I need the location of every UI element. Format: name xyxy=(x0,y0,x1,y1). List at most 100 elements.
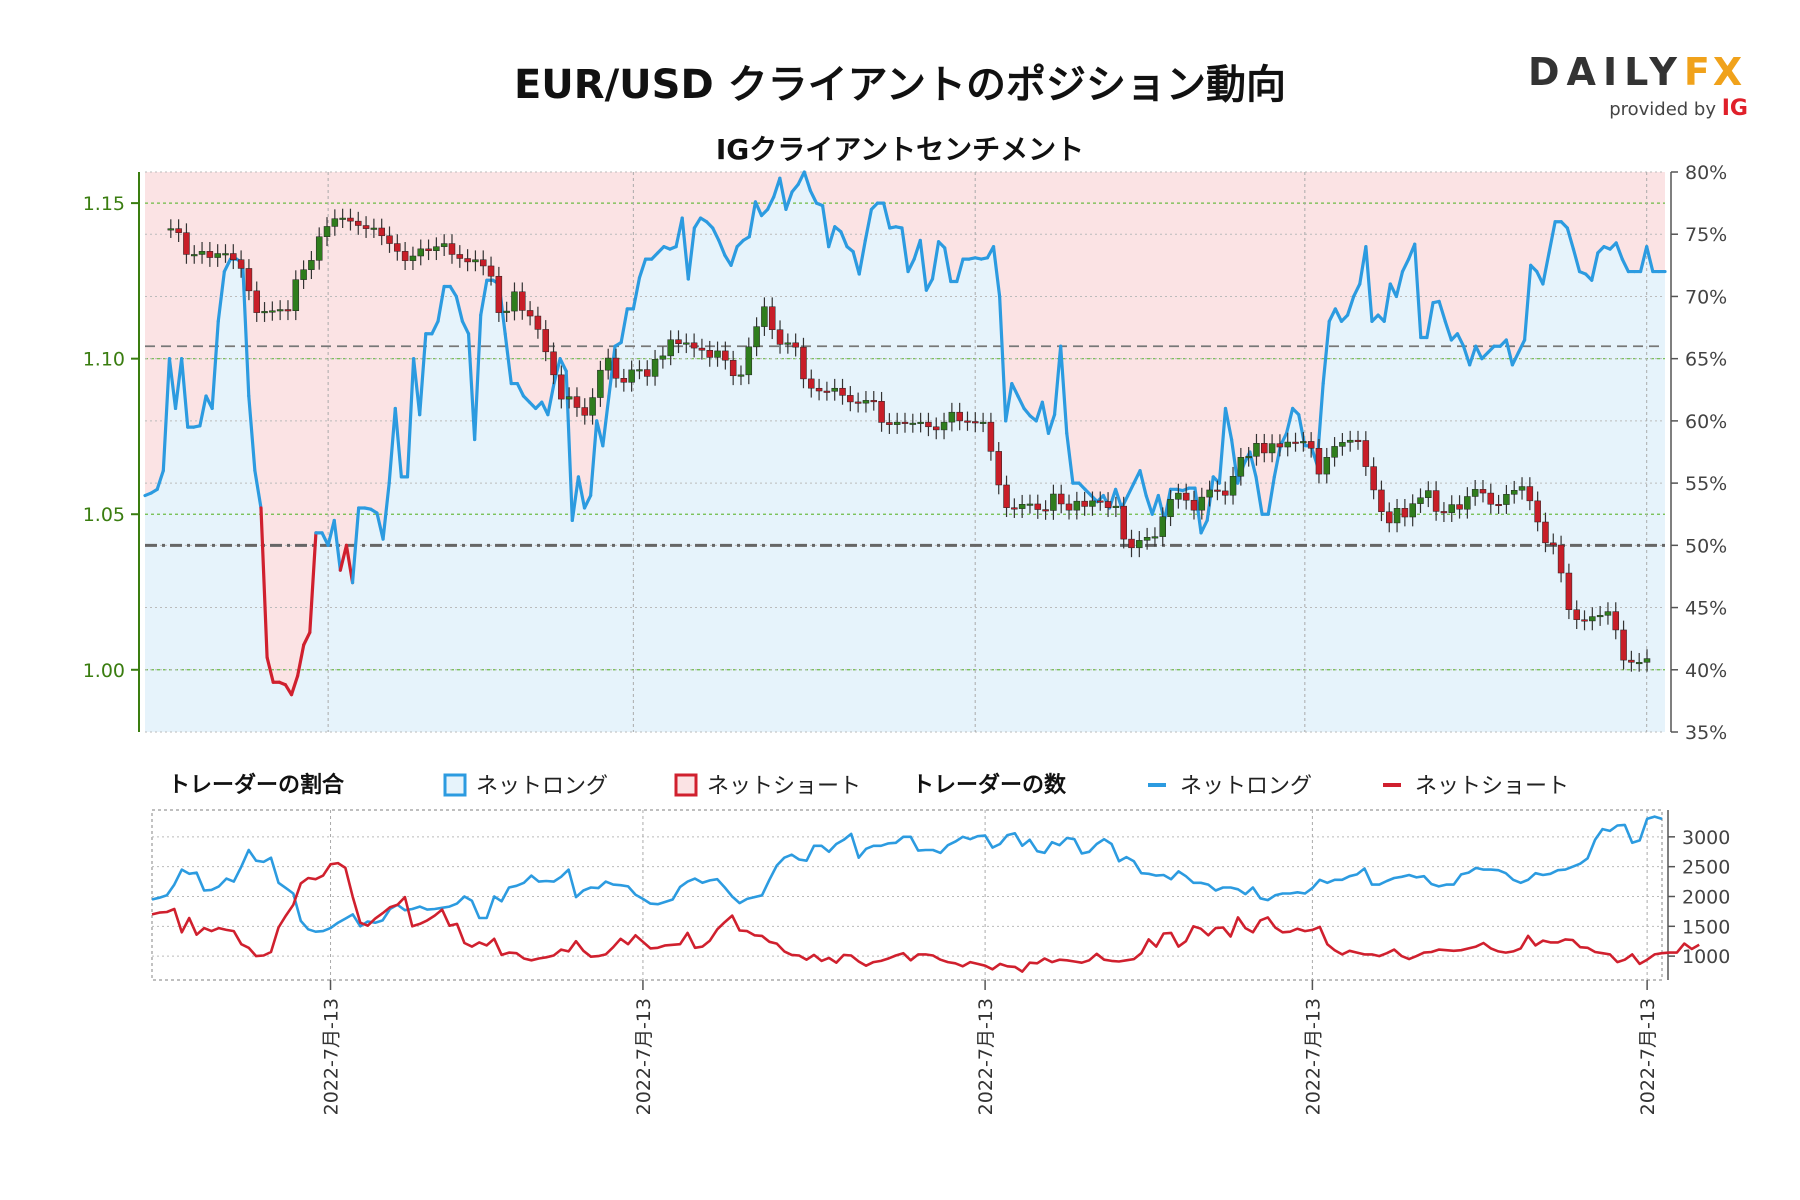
candle-down xyxy=(1003,484,1010,508)
sentiment-line-segment xyxy=(308,531,318,635)
sentiment-line-segment xyxy=(259,506,269,659)
candle-down xyxy=(456,254,464,259)
net-short-count-line xyxy=(151,861,1700,973)
candle-up xyxy=(276,309,284,312)
candle-up xyxy=(1331,446,1338,458)
candle-up xyxy=(1448,504,1455,513)
sentiment-line-segment xyxy=(1638,245,1649,274)
candle-down xyxy=(1534,500,1541,523)
sentiment-line-segment xyxy=(637,257,648,280)
sentiment-line-segment xyxy=(479,278,489,317)
sentiment-line-segment xyxy=(430,319,440,336)
candle-down xyxy=(1628,659,1635,663)
sentiment-line-segment xyxy=(1400,257,1411,274)
candle-down xyxy=(1214,489,1221,492)
candle-down xyxy=(722,350,729,361)
sentiment-line-segment xyxy=(857,238,867,276)
candle-down xyxy=(1612,611,1620,631)
candle-down xyxy=(932,426,940,431)
candle-down xyxy=(1487,492,1495,505)
date-tick-label: 2022-7月-13 xyxy=(321,998,343,1115)
sentiment-line-segment xyxy=(265,655,275,684)
candle-down xyxy=(1190,499,1198,511)
candle-up xyxy=(1417,497,1424,504)
logo-brand-fx: FX xyxy=(1683,50,1746,94)
candle-up xyxy=(597,369,604,398)
candle-down xyxy=(886,422,893,425)
sentiment-line-segment xyxy=(1437,299,1447,323)
percent-tick-label: 55% xyxy=(1685,473,1727,495)
candle-down xyxy=(972,421,979,424)
sentiment-line-segment xyxy=(552,357,562,386)
sentiment-line-segment xyxy=(338,543,349,572)
count-tick-label: 1000 xyxy=(1682,946,1730,968)
percent-tick-label: 80% xyxy=(1685,162,1727,184)
candle-down xyxy=(995,451,1002,486)
sentiment-line-segment xyxy=(1199,518,1209,535)
sentiment-line-segment xyxy=(906,257,916,274)
candle-down xyxy=(1104,501,1112,508)
candle-up xyxy=(1339,442,1346,447)
sentiment-line-segment xyxy=(1565,226,1576,251)
sentiment-line-segment xyxy=(1052,344,1063,417)
candle-down xyxy=(1565,572,1573,610)
candle-down xyxy=(1276,443,1284,448)
sentiment-line-segment xyxy=(1327,307,1337,323)
candle-down xyxy=(495,275,503,313)
sentiment-line-segment xyxy=(955,257,965,284)
candle-up xyxy=(1300,441,1307,444)
candle-up xyxy=(1073,500,1081,511)
candle-down xyxy=(706,350,713,358)
candle-down xyxy=(479,259,487,267)
candle-down xyxy=(526,310,534,317)
candle-down xyxy=(355,220,362,226)
candle-up xyxy=(753,326,760,348)
candle-down xyxy=(964,420,971,423)
candle-down xyxy=(487,265,495,277)
sentiment-line-segment xyxy=(747,200,758,239)
candle-down xyxy=(1097,500,1104,503)
candle-up xyxy=(651,359,659,377)
sentiment-line-segment xyxy=(796,170,806,187)
sentiment-line-segment xyxy=(1413,242,1423,340)
candle-up xyxy=(214,253,221,258)
candle-up xyxy=(862,400,870,404)
candle-down xyxy=(245,268,253,292)
candle-up xyxy=(831,387,838,392)
sentiment-line-segment xyxy=(686,226,696,281)
sentiment-line-segment xyxy=(753,200,764,218)
legend-ratio-short-label: ネットショート xyxy=(707,774,861,799)
candle-up xyxy=(1604,611,1612,616)
candle-up xyxy=(1018,504,1026,509)
logo-provided-by: provided by xyxy=(1609,99,1717,120)
candle-down xyxy=(878,401,885,423)
candle-up xyxy=(1151,536,1159,539)
sentiment-line-segment xyxy=(998,294,1008,423)
candle-down xyxy=(230,253,237,260)
candle-up xyxy=(269,310,276,313)
sentiment-line-segment xyxy=(1010,381,1020,398)
candle-down xyxy=(558,374,565,400)
candle-down xyxy=(1573,609,1580,620)
candle-up xyxy=(1518,486,1526,491)
sentiment-line-segment xyxy=(863,207,874,243)
candle-up xyxy=(511,291,518,312)
sentiment-line-segment xyxy=(717,238,727,257)
candle-down xyxy=(854,401,862,404)
count-tick-label: 3000 xyxy=(1682,827,1730,849)
candle-up xyxy=(1596,615,1604,618)
sentiment-line-segment xyxy=(1547,220,1557,255)
sentiment-line-segment xyxy=(1254,475,1264,516)
sentiment-line-segment xyxy=(827,225,837,249)
candle-down xyxy=(1386,511,1393,524)
candle-up xyxy=(1245,456,1252,459)
candle-up xyxy=(948,411,956,423)
sentiment-line-segment xyxy=(680,216,690,281)
candle-up xyxy=(167,228,175,231)
candle-down xyxy=(698,347,706,351)
candle-up xyxy=(1393,508,1401,524)
price-tick-label: 1.10 xyxy=(83,349,125,371)
percent-tick-label: 50% xyxy=(1685,535,1727,557)
sentiment-line-segment xyxy=(1571,247,1582,274)
sentiment-line-segment xyxy=(436,284,446,323)
